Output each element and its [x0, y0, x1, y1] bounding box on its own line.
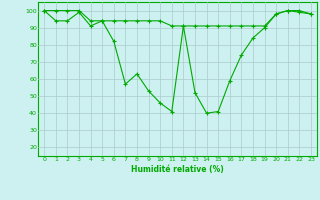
X-axis label: Humidité relative (%): Humidité relative (%) [131, 165, 224, 174]
